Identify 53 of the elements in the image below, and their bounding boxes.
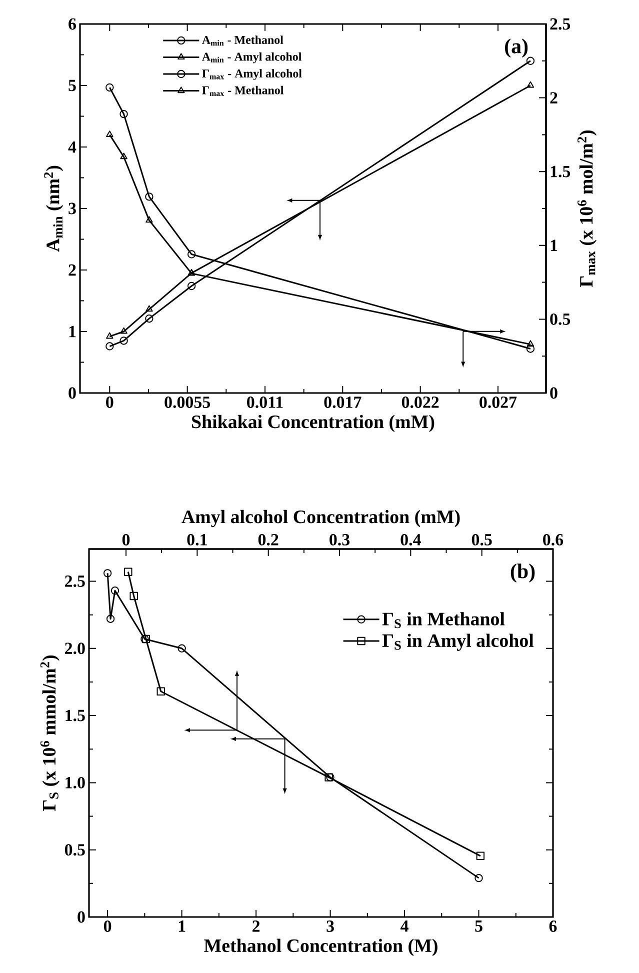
x-tick-label: 4	[400, 920, 408, 932]
y-tick-label: 0	[68, 387, 76, 399]
x2-tick-label: 0.2	[258, 534, 278, 546]
annotation: (a)	[505, 38, 528, 58]
x2-tick-label: 0.6	[543, 534, 564, 546]
y-tick-label: 1.0	[66, 776, 85, 788]
x2-tick-label: 0	[122, 534, 130, 546]
y-tick-label: 5	[68, 80, 76, 92]
x-tick-label: 0.011	[247, 396, 283, 408]
y-tick-label: 2.0	[65, 642, 85, 654]
x-tick-label: 0	[106, 396, 114, 408]
x-tick-label: 6	[549, 920, 557, 932]
x2-tick-label: 0.5	[472, 534, 492, 546]
y-tick-label: 3	[68, 202, 76, 214]
x-tick-label: 2	[252, 920, 260, 932]
legend-label: Γ$_{S}$ in Amyl alcohol	[382, 634, 534, 651]
y2-tick-label: 2	[550, 92, 558, 104]
y-tick-label: 2.5	[65, 576, 85, 587]
x-axis-title: Methanol Concentration (M)	[204, 938, 438, 956]
y-axis-title: A$_{min}$ (nm$^{2}$)	[44, 166, 64, 252]
y2-tick-label: 2.5	[550, 18, 570, 30]
y-tick-label: 1	[69, 326, 76, 338]
x-tick-label: 0.022	[402, 396, 439, 408]
x-tick-label: 0.0055	[164, 396, 210, 408]
y2-axis-title: Γ$_{max}$ (x 10$^{6}$ mol/m$^{2}$)	[578, 130, 597, 288]
y2-tick-label: 0	[550, 387, 558, 399]
x-tick-label: 3	[326, 920, 334, 932]
y2-tick-label: 1.5	[550, 166, 570, 178]
legend-label: Γ$_{max}$ - Methanol	[202, 86, 284, 96]
annotation: (b)	[510, 564, 535, 583]
x2-axis-title: Amyl alcohol Concentration (mM)	[182, 510, 460, 528]
x-tick-label: 0.017	[324, 396, 362, 408]
x-axis-title: Shikakai Concentration (mM)	[192, 414, 434, 432]
x-tick-label: 0.027	[480, 396, 517, 408]
y-tick-label: 0	[78, 911, 85, 923]
x2-tick-label: 0.4	[400, 534, 421, 546]
legend-label: Γ$_{S}$ in Methanol	[382, 612, 505, 628]
y-tick-label: 2	[68, 264, 76, 276]
legend-label: Γ$_{max}$ - Amyl alcohol	[202, 69, 302, 80]
x-tick-label: 1	[178, 920, 186, 932]
y-tick-label: 0.5	[64, 844, 85, 856]
x-tick-label: 0	[104, 920, 112, 932]
y-tick-label: 4	[68, 141, 76, 153]
y2-tick-label: 0.5	[550, 313, 570, 325]
x2-tick-label: 0.3	[330, 534, 350, 546]
y-tick-label: 6	[68, 18, 76, 30]
y-axis-title: Γ$_{S}$ (x 10$^{6}$ mmol/m$^{2}$)	[40, 656, 60, 811]
y-tick-label: 1.5	[66, 710, 85, 722]
x-tick-label: 5	[475, 920, 482, 932]
y2-tick-label: 1	[550, 240, 558, 251]
x2-tick-label: 0.1	[187, 534, 207, 546]
legend-label: A$_{min}$ - Methanol	[202, 36, 284, 46]
legend-label: A$_{min}$ - Amyl alcohol	[202, 52, 302, 64]
